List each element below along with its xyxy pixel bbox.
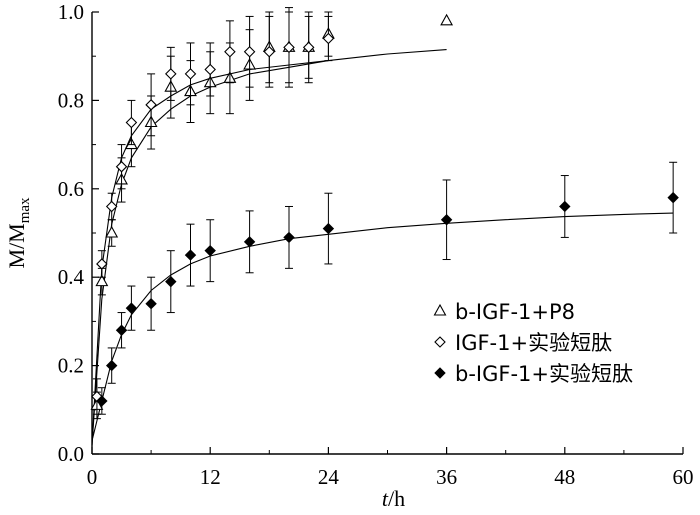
x-tick-label: 12 <box>200 465 221 489</box>
legend-label: b-IGF-1+P8 <box>455 300 575 324</box>
data-point-diamond-filled <box>115 324 128 336</box>
data-point-diamond-filled <box>105 359 118 372</box>
axes: 0 12 24 36 48 60 0.0 0.2 0.4 0.6 0.8 1.0 <box>58 0 694 489</box>
data-point-diamond-open <box>184 68 197 80</box>
data-point-diamond-open <box>224 46 236 58</box>
y-tick-label: 0.0 <box>58 442 84 466</box>
data-point-diamond-filled <box>184 249 197 261</box>
data-point-triangle <box>433 303 447 316</box>
data-point-diamond-filled <box>204 244 216 257</box>
data-point-diamond-open <box>263 46 276 58</box>
data-point-diamond-filled <box>145 298 157 310</box>
data-point-diamond-open <box>434 336 446 348</box>
x-tick-label: 60 <box>673 465 694 489</box>
x-tick-label: 0 <box>87 465 98 489</box>
data-point-diamond-open <box>145 99 157 111</box>
legend-label: IGF-1+实验短肽 <box>455 331 612 355</box>
data-point-triangle <box>95 274 109 287</box>
x-tick-label: 48 <box>554 465 575 489</box>
y-axis-label-main: M/M <box>4 223 29 268</box>
x-axis-label-italic: t <box>382 486 389 511</box>
data-point-diamond-filled <box>96 395 108 407</box>
fit-curve <box>91 212 674 441</box>
data-point-diamond-filled <box>165 275 177 288</box>
y-tick-label: 0.8 <box>58 88 84 112</box>
data-point-diamond-open <box>125 116 138 129</box>
data-point-diamond-open <box>96 258 108 270</box>
data-point-diamond-filled <box>440 214 453 226</box>
fit-curve <box>91 49 447 446</box>
data-point-diamond-open <box>322 32 335 45</box>
data-point-diamond-filled <box>125 302 138 314</box>
data-point-diamond-open <box>243 46 256 58</box>
x-axis-label: t/h <box>382 486 405 511</box>
y-tick-label: 0.2 <box>58 354 84 378</box>
data-point-diamond-filled <box>243 236 256 248</box>
legend-label: b-IGF-1+实验短肽 <box>455 362 633 386</box>
data-point-diamond-filled <box>283 231 295 244</box>
data-point-diamond-open <box>283 41 295 54</box>
y-tick-label: 0.6 <box>58 177 84 201</box>
axis-labels: t/h M/Mmax <box>4 197 405 511</box>
data-point-diamond-open <box>204 63 216 76</box>
legend: b-IGF-1+P8 IGF-1+实验短肽 b-IGF-1+实验短肽 <box>433 300 633 386</box>
data-point-diamond-open <box>105 200 118 213</box>
x-tick-label: 36 <box>436 465 457 489</box>
data-point-diamond-open <box>302 41 315 54</box>
data-point-diamond-open <box>115 160 128 173</box>
data-point-diamond-filled <box>434 367 446 379</box>
y-axis-label: M/Mmax <box>4 197 33 269</box>
data-point-diamond-filled <box>667 191 679 204</box>
data-point-triangle <box>440 13 454 26</box>
x-axis-label-unit: /h <box>388 486 405 511</box>
y-axis-label-sub: max <box>17 197 33 223</box>
data-marks <box>90 7 679 420</box>
y-tick-label: 1.0 <box>58 0 84 24</box>
y-tick-label: 0.4 <box>58 265 85 289</box>
data-point-diamond-filled <box>559 200 571 213</box>
data-point-diamond-open <box>165 68 177 80</box>
data-point-triangle <box>105 225 119 238</box>
data-point-diamond-filled <box>322 222 335 235</box>
x-tick-label: 24 <box>318 465 340 489</box>
